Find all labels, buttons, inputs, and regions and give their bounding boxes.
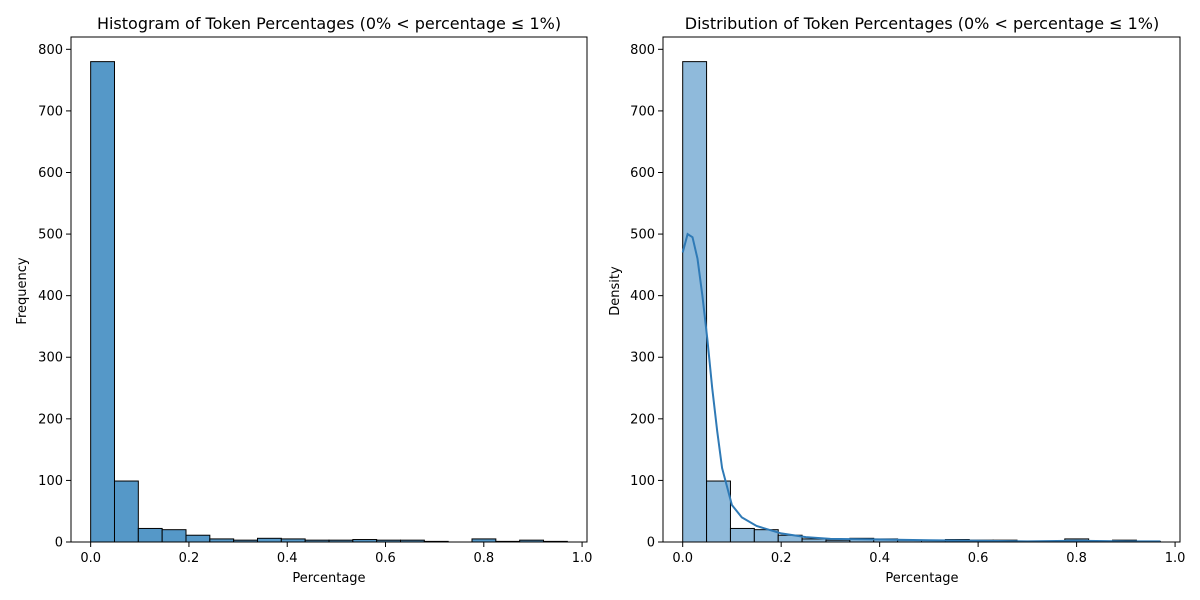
y-axis-ticks: 0 100 200 300 400 500 600 700 800: [38, 43, 71, 551]
plot-frame: [662, 36, 1181, 543]
y-tick-label: 600: [38, 166, 63, 181]
x-axis-label: Percentage: [885, 571, 958, 586]
histogram-bar: [161, 529, 187, 543]
y-tick-label: 800: [38, 43, 63, 58]
y-tick-label: 400: [38, 289, 63, 304]
x-tick-label: 0.8: [1066, 551, 1087, 566]
x-tick-label: 0.6: [375, 551, 396, 566]
x-axis-ticks: 0.0 0.2 0.4 0.6 0.8 1.0: [80, 542, 592, 566]
y-tick-label: 0: [647, 536, 655, 551]
histogram-bars: [90, 61, 568, 543]
y-tick-label: 700: [630, 104, 655, 119]
y-tick-label: 200: [630, 412, 655, 427]
distribution-panel: Distribution of Token Percentages (0% < …: [608, 14, 1185, 586]
x-axis-label: Percentage: [292, 571, 365, 586]
x-tick-label: 0.0: [80, 551, 101, 566]
x-tick-label: 0.6: [968, 551, 989, 566]
y-tick-label: 700: [38, 104, 63, 119]
y-tick-label: 400: [630, 289, 655, 304]
x-tick-label: 0.0: [672, 551, 693, 566]
y-tick-label: 200: [38, 412, 63, 427]
kde-curve: [681, 232, 1161, 543]
histogram-bar: [90, 61, 115, 543]
y-tick-label: 600: [630, 166, 655, 181]
histogram-bar: [185, 534, 211, 543]
y-tick-label: 100: [38, 474, 63, 489]
x-tick-label: 0.8: [473, 551, 494, 566]
chart-title: Histogram of Token Percentages (0% < per…: [97, 14, 561, 33]
y-tick-label: 100: [630, 474, 655, 489]
x-tick-label: 1.0: [572, 551, 593, 566]
x-tick-label: 0.4: [869, 551, 890, 566]
y-tick-label: 0: [55, 536, 63, 551]
x-tick-label: 0.2: [179, 551, 200, 566]
plot-frame: [70, 36, 588, 543]
y-tick-label: 300: [630, 351, 655, 366]
overlay: [681, 232, 1161, 543]
y-axis-label: Frequency: [15, 257, 30, 324]
y-tick-label: 500: [630, 228, 655, 243]
y-axis-label: Density: [608, 266, 623, 316]
chart-title: Distribution of Token Percentages (0% < …: [685, 14, 1159, 33]
y-axis-ticks: 0 100 200 300 400 500 600 700 800: [630, 43, 663, 551]
histogram-bar: [256, 537, 282, 543]
y-tick-label: 300: [38, 351, 63, 366]
x-tick-label: 0.4: [277, 551, 298, 566]
histogram-bars: [682, 61, 1161, 543]
x-tick-label: 1.0: [1165, 551, 1186, 566]
histogram-bar: [137, 527, 163, 543]
y-tick-label: 800: [630, 43, 655, 58]
histogram-panel: Histogram of Token Percentages (0% < per…: [15, 14, 592, 586]
histogram-bar: [113, 480, 139, 543]
histogram-bar: [706, 480, 731, 543]
y-tick-label: 500: [38, 228, 63, 243]
x-axis-ticks: 0.0 0.2 0.4 0.6 0.8 1.0: [672, 542, 1185, 566]
x-tick-label: 0.2: [771, 551, 792, 566]
histogram-bar: [729, 527, 755, 543]
